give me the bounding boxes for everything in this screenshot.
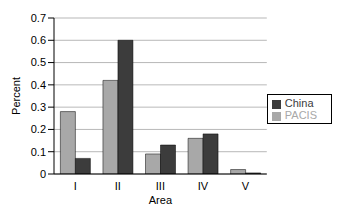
svg-text:III: III (156, 180, 165, 192)
svg-text:0: 0 (40, 168, 46, 180)
svg-text:IV: IV (198, 180, 209, 192)
svg-text:0.2: 0.2 (31, 123, 46, 135)
svg-text:II: II (115, 180, 121, 192)
svg-text:I: I (74, 180, 77, 192)
svg-text:0.1: 0.1 (31, 146, 46, 158)
html-text:PACIS: PACIS (284, 109, 317, 121)
svg-text:Area: Area (149, 194, 173, 206)
svg-text:V: V (242, 180, 250, 192)
svg-text:0.5: 0.5 (31, 56, 46, 68)
svg-text:0.4: 0.4 (31, 79, 46, 91)
svg-text:0.7: 0.7 (31, 12, 46, 24)
svg-text:0.6: 0.6 (31, 34, 46, 46)
svg-text:Percent: Percent (10, 77, 22, 115)
html-text:China: China (284, 97, 314, 109)
svg-text:0.3: 0.3 (31, 101, 46, 113)
